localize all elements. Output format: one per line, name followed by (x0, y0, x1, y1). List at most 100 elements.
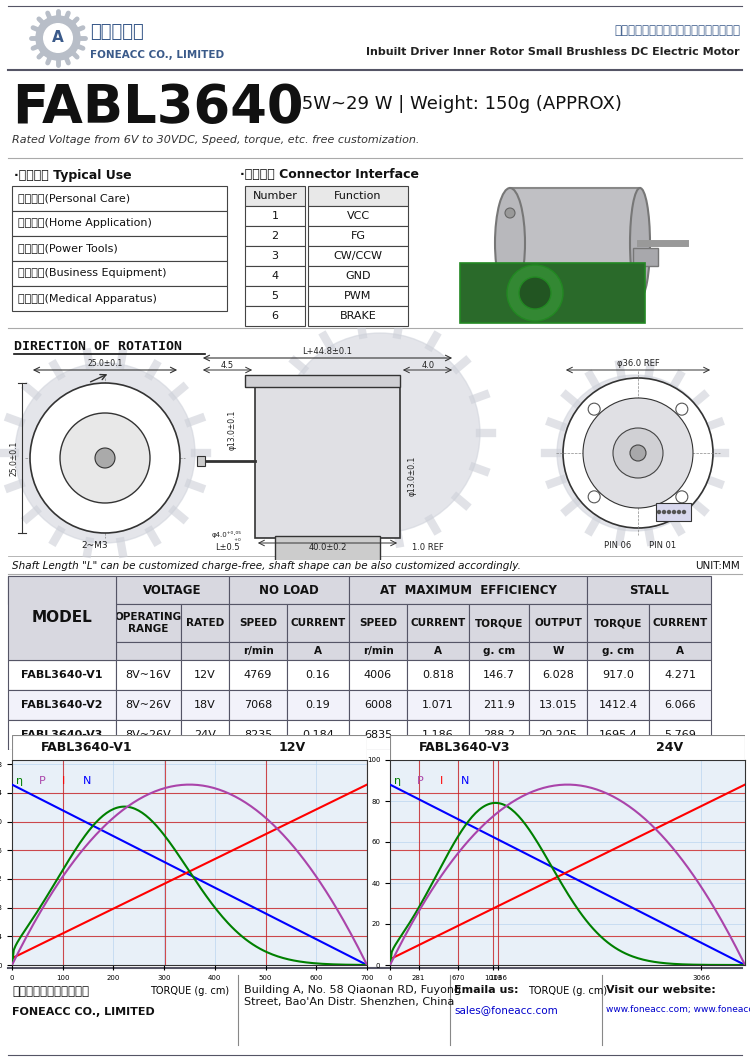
Circle shape (613, 428, 663, 479)
Circle shape (682, 510, 686, 514)
Circle shape (280, 333, 480, 533)
Bar (181, 642, 229, 660)
Text: 4769: 4769 (244, 669, 272, 680)
Text: φ4.0⁺⁰·⁰⁵
         ⁺⁰: φ4.0⁺⁰·⁰⁵ ⁺⁰ (212, 530, 242, 545)
Bar (245, 306, 305, 326)
Text: DIRECTION OF ROTATION: DIRECTION OF ROTATION (14, 340, 182, 352)
Bar (8, 660, 116, 690)
Text: 2~M3: 2~M3 (82, 541, 108, 551)
Bar (308, 226, 408, 246)
Text: FABL3640-V1: FABL3640-V1 (40, 741, 132, 754)
Bar (349, 576, 587, 604)
Circle shape (662, 510, 665, 514)
Bar (529, 720, 587, 750)
Circle shape (668, 510, 670, 514)
Text: BRAKE: BRAKE (340, 311, 376, 321)
Bar (407, 604, 469, 642)
Bar (649, 604, 711, 642)
Bar (245, 206, 305, 226)
Text: PIN 06: PIN 06 (604, 541, 631, 551)
Text: 6.066: 6.066 (664, 700, 696, 710)
Ellipse shape (630, 188, 650, 298)
Text: 6.028: 6.028 (542, 669, 574, 680)
Text: CW/CCW: CW/CCW (334, 251, 382, 261)
Text: 12V: 12V (194, 669, 216, 680)
Bar (197, 455, 205, 466)
Bar (229, 576, 349, 604)
Text: 5: 5 (272, 291, 278, 301)
Text: OPERATING
RANGE: OPERATING RANGE (115, 612, 182, 633)
Bar (287, 720, 349, 750)
Bar (8, 576, 116, 604)
Text: P: P (39, 776, 45, 786)
Bar (649, 720, 711, 750)
Bar (407, 690, 469, 720)
Text: 24V: 24V (194, 730, 216, 740)
Bar (116, 576, 229, 604)
Text: 1.0 REF: 1.0 REF (413, 543, 444, 553)
Circle shape (36, 16, 80, 60)
Bar (529, 660, 587, 690)
Circle shape (673, 510, 676, 514)
Text: TORQUE: TORQUE (594, 618, 642, 628)
Text: PWM: PWM (344, 291, 372, 301)
Text: 商业设备(Business Equipment): 商业设备(Business Equipment) (18, 268, 166, 278)
Bar (12, 286, 227, 311)
Circle shape (676, 491, 688, 503)
Text: 8V~26V: 8V~26V (125, 730, 171, 740)
Text: 6835: 6835 (364, 730, 392, 740)
Bar (229, 642, 287, 660)
Text: STALL: STALL (629, 584, 669, 596)
Text: Visit our website:: Visit our website: (606, 985, 715, 995)
Text: 6008: 6008 (364, 700, 392, 710)
Text: 1: 1 (272, 211, 278, 221)
Text: OUTPUT: OUTPUT (534, 618, 582, 628)
Text: FONEACC CO., LIMITED: FONEACC CO., LIMITED (12, 1007, 154, 1017)
Text: www.foneacc.com; www.foneaccmotor.com: www.foneacc.com; www.foneaccmotor.com (606, 1005, 750, 1014)
Bar (349, 660, 407, 690)
Bar (587, 576, 711, 604)
Bar (460, 263, 645, 323)
Bar (656, 503, 691, 521)
Text: N: N (83, 776, 92, 786)
Bar (469, 720, 529, 750)
Text: 4.271: 4.271 (664, 669, 696, 680)
Text: RATED: RATED (186, 618, 224, 628)
Circle shape (588, 491, 600, 503)
Text: 4.0: 4.0 (422, 361, 434, 369)
Text: | 5W~29 W | Weight: 150g (APPROX): | 5W~29 W | Weight: 150g (APPROX) (290, 95, 622, 114)
Text: 6: 6 (272, 311, 278, 321)
Text: g. cm: g. cm (602, 646, 634, 656)
Text: 个人护理(Personal Care): 个人护理(Personal Care) (18, 193, 130, 204)
Bar (469, 604, 529, 642)
Bar (12, 236, 227, 261)
Text: 1412.4: 1412.4 (598, 700, 638, 710)
Text: N: N (461, 776, 470, 786)
Bar (649, 642, 711, 660)
Bar (229, 604, 287, 642)
Text: ·典型应用 Typical Use: ·典型应用 Typical Use (14, 169, 132, 181)
Circle shape (677, 510, 680, 514)
Circle shape (44, 23, 72, 52)
Text: ·连接端口 Connector Interface: ·连接端口 Connector Interface (240, 169, 419, 181)
Text: 211.9: 211.9 (483, 700, 515, 710)
Text: 深圳福尼尔科技有限公司: 深圳福尼尔科技有限公司 (12, 985, 89, 998)
Bar (116, 642, 181, 660)
Bar (245, 226, 305, 246)
Bar (12, 261, 227, 286)
Bar (529, 642, 587, 660)
Bar (349, 690, 407, 720)
Text: SPEED: SPEED (239, 618, 277, 628)
Text: L±0.5: L±0.5 (214, 543, 239, 553)
Text: TORQUE: TORQUE (475, 618, 524, 628)
Bar (287, 690, 349, 720)
Text: VOLTAGE: VOLTAGE (143, 584, 202, 596)
Bar (287, 660, 349, 690)
Text: FG: FG (350, 231, 365, 241)
Bar (349, 604, 407, 642)
Bar (407, 660, 469, 690)
Text: 40.0±0.2: 40.0±0.2 (308, 543, 347, 553)
Circle shape (583, 398, 693, 508)
Bar (529, 690, 587, 720)
Text: 12V: 12V (278, 741, 305, 754)
